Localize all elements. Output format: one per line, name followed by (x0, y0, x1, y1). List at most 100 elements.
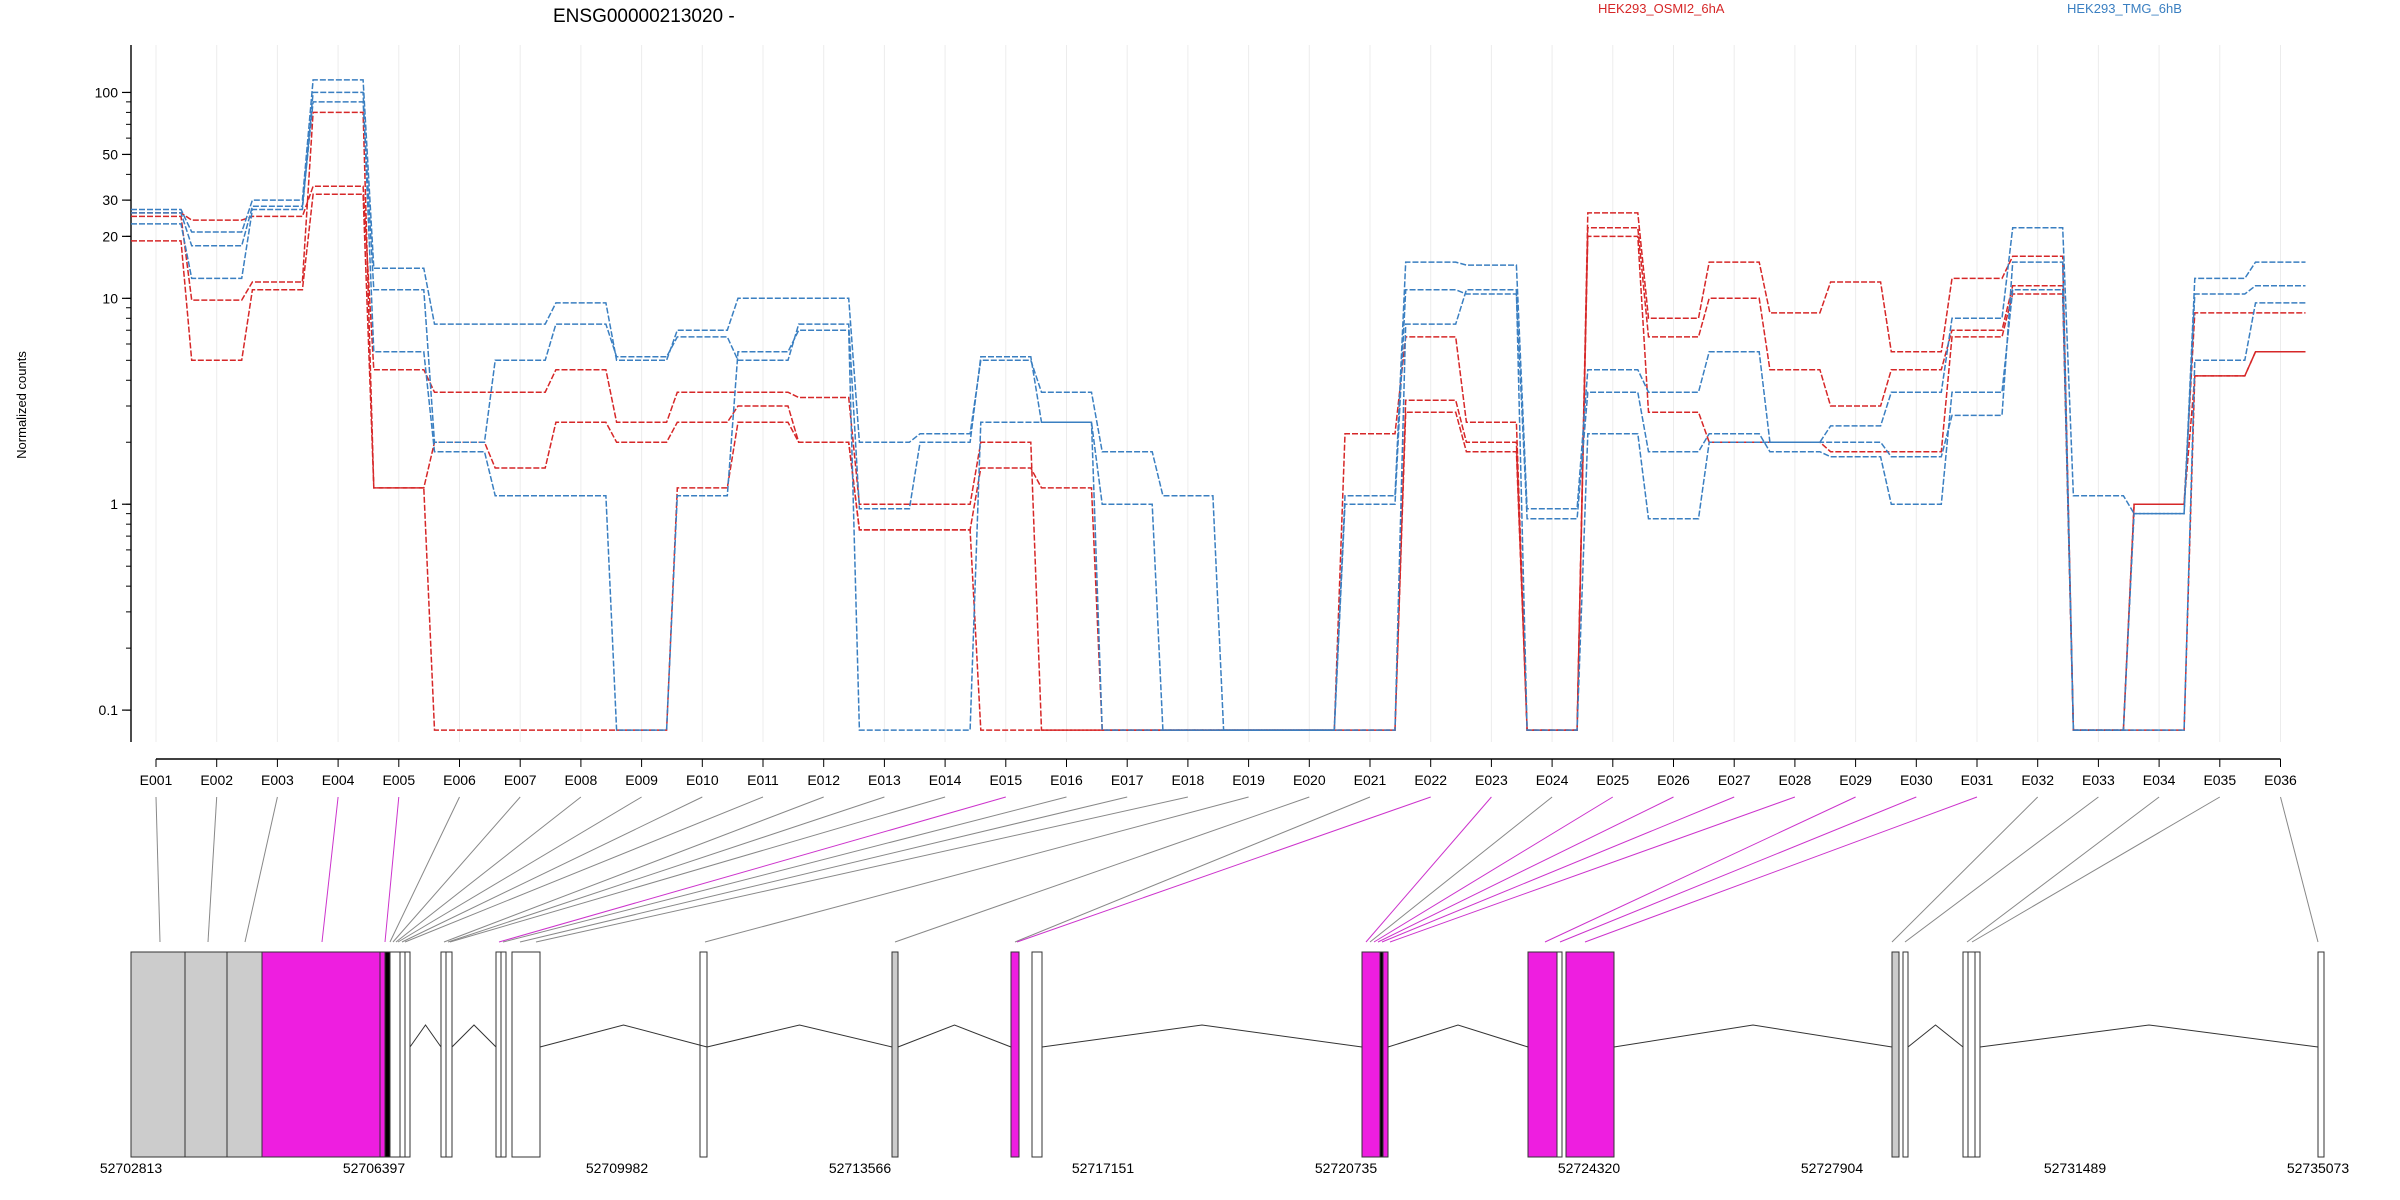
x-tick-label: E007 (504, 772, 537, 788)
exon-block (1382, 951, 1389, 1158)
exon-block (445, 951, 453, 1158)
exon-connector-lines (155, 796, 2319, 943)
intron-line (1387, 1024, 1529, 1048)
x-axis: E001 E002 E003 E004 E005 E006 E007 E008 E009 E010… (140, 758, 2297, 788)
series-line (131, 185, 2306, 731)
connector-line (155, 796, 161, 943)
y-tick-label: 10 (102, 290, 118, 306)
x-tick-label: E029 (1839, 772, 1872, 788)
genomic-coordinate-label: 52702813 (100, 1160, 163, 1176)
exon-block (891, 951, 899, 1158)
exon-block (379, 951, 386, 1158)
x-tick-label: E010 (686, 772, 719, 788)
exon-block (1010, 951, 1020, 1158)
exon-block (1031, 951, 1043, 1158)
x-tick-label: E018 (1172, 772, 1205, 788)
x-tick-label: E022 (1414, 772, 1447, 788)
x-tick-label: E001 (140, 772, 173, 788)
connector-line (395, 796, 582, 943)
connector-line (1014, 796, 1371, 943)
intron-line (539, 1024, 708, 1048)
connector-line (321, 796, 339, 943)
genomic-coordinate-label: 52735073 (2287, 1160, 2350, 1176)
y-axis-label: Normalized counts (14, 351, 29, 459)
x-tick-label: E023 (1475, 772, 1508, 788)
series-line (131, 193, 2306, 731)
series-line (131, 79, 2306, 731)
genomic-coordinate-label: 52717151 (1072, 1160, 1135, 1176)
exon-block (1556, 951, 1563, 1158)
genomic-coordinate-label: 52713566 (829, 1160, 892, 1176)
exon-block (261, 951, 381, 1158)
connector-line (894, 796, 1310, 943)
x-tick-label: E028 (1779, 772, 1812, 788)
x-tick-label: E017 (1111, 772, 1144, 788)
exon-block (1891, 951, 1900, 1158)
x-tick-label: E021 (1354, 772, 1387, 788)
exon-block (184, 951, 228, 1158)
exon-block (226, 951, 263, 1158)
connector-line (1584, 796, 1978, 943)
x-tick-label: E030 (1900, 772, 1933, 788)
connector-line (384, 796, 400, 943)
exon-block (1527, 951, 1558, 1158)
exon-block (2317, 951, 2325, 1158)
connector-line (519, 796, 1128, 943)
x-tick-label: E012 (807, 772, 840, 788)
exon-block (130, 951, 186, 1158)
x-tick-label: E027 (1718, 772, 1751, 788)
y-tick-label: 100 (95, 84, 119, 100)
exon-block (511, 951, 541, 1158)
connector-line (1891, 796, 2039, 943)
intron-line (897, 1024, 1012, 1048)
genomic-coordinate-label: 52724320 (1558, 1160, 1621, 1176)
gene-model (130, 951, 2325, 1158)
x-tick-label: E009 (625, 772, 658, 788)
connector-line (447, 796, 885, 943)
y-tick-label: 0.1 (99, 702, 119, 718)
x-tick-label: E015 (989, 772, 1022, 788)
x-tick-label: E006 (443, 772, 476, 788)
y-tick-label: 20 (102, 228, 118, 244)
legend-entry-osmi2: HEK293_OSMI2_6hA (1598, 1, 1725, 16)
x-tick-label: E032 (2021, 772, 2054, 788)
series-line (131, 111, 2306, 731)
connector-line (1365, 796, 1492, 943)
exon-block (500, 951, 507, 1158)
connector-line (404, 796, 764, 943)
x-tick-label: E019 (1232, 772, 1265, 788)
intron-line (1907, 1024, 1964, 1048)
connector-line (498, 796, 1006, 943)
genomic-coordinate-label: 52706397 (343, 1160, 406, 1176)
genomic-coordinate-axis: 52702813 52706397 52709982 52713566 52717151… (100, 1160, 2350, 1176)
intron-line (1613, 1024, 1893, 1048)
series-lines (131, 79, 2306, 731)
exon-block (389, 951, 401, 1158)
x-tick-label: E020 (1293, 772, 1326, 788)
connector-line (244, 796, 278, 943)
exon-block (440, 951, 447, 1158)
exon-block (699, 951, 708, 1158)
x-tick-label: E014 (929, 772, 962, 788)
x-tick-label: E034 (2143, 772, 2176, 788)
x-tick-label: E011 (747, 772, 779, 788)
connector-line (704, 796, 1249, 943)
exon-block (1361, 951, 1381, 1158)
x-tick-label: E005 (382, 772, 415, 788)
y-axis: 0.1 1 10 20 30 50 100 (95, 45, 132, 742)
connector-line (1016, 796, 1431, 943)
chart-title: ENSG00000213020 - (553, 6, 735, 27)
exon-block (384, 951, 391, 1158)
x-tick-label: E025 (1596, 772, 1629, 788)
x-tick-label: E013 (868, 772, 901, 788)
connector-line (1389, 796, 1796, 943)
series-line (131, 91, 2306, 731)
gridlines (155, 45, 2281, 742)
y-tick-label: 30 (102, 192, 118, 208)
genomic-coordinate-label: 52720735 (1315, 1160, 1378, 1176)
y-tick-label: 1 (110, 496, 118, 512)
connector-line (401, 796, 703, 943)
intron-line (1041, 1024, 1363, 1048)
connector-line (1544, 796, 1856, 943)
x-tick-label: E026 (1657, 772, 1690, 788)
